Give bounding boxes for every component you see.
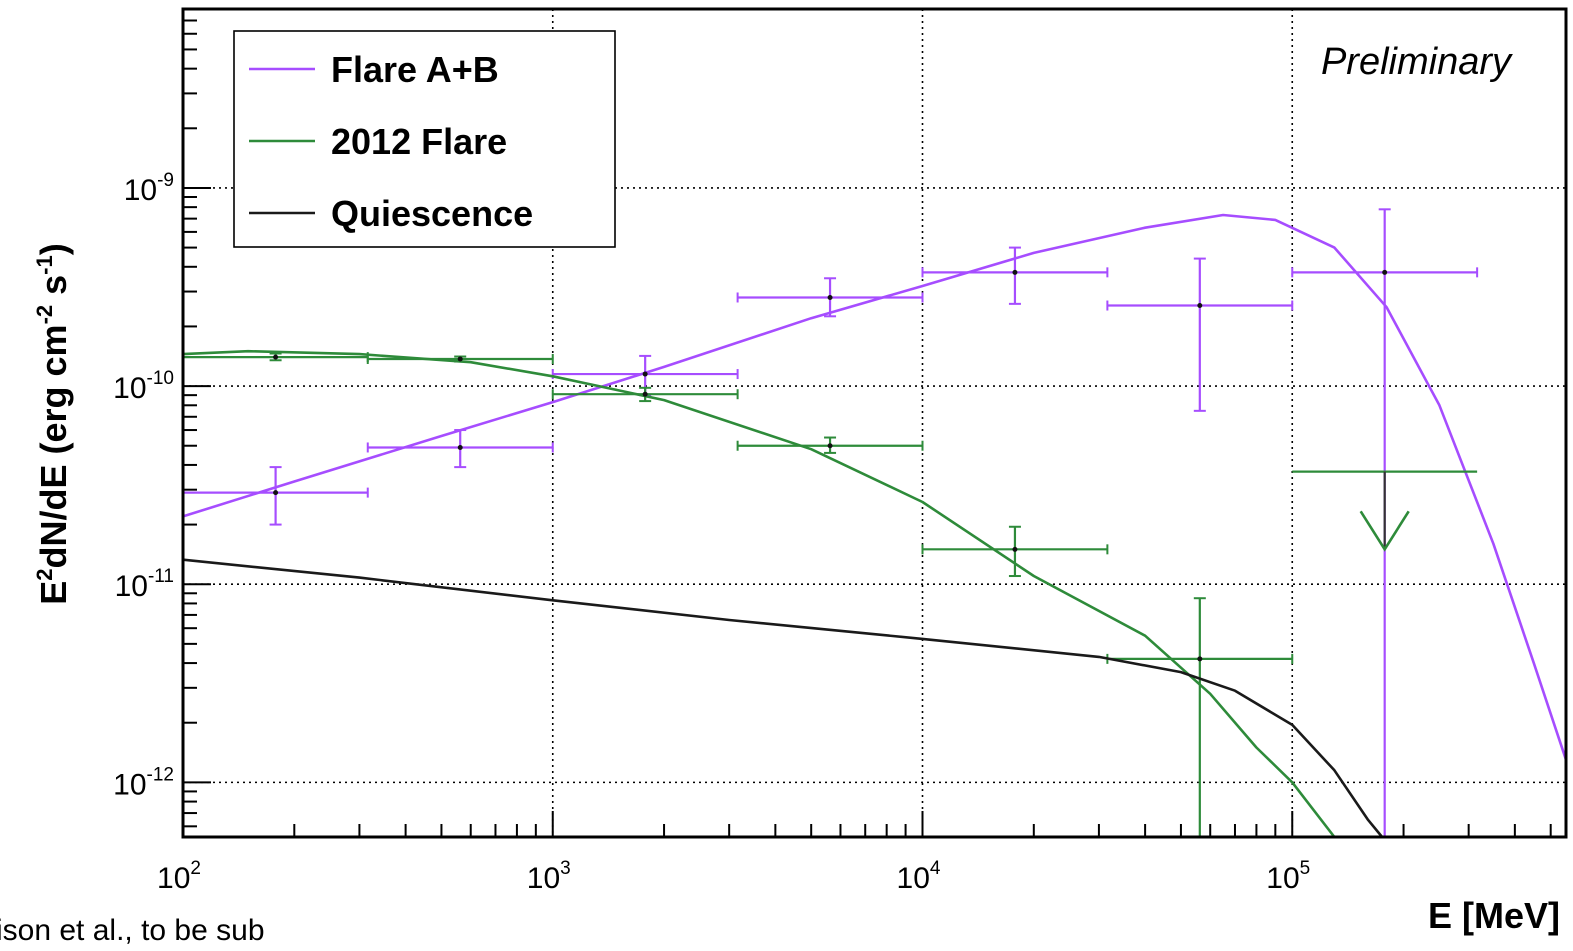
axis-ticks — [182, 8, 1552, 837]
footnote-text: ison et al., to be sub — [0, 914, 265, 947]
x-axis-title: E [MeV] — [1428, 895, 1560, 936]
x-tick-label: 103 — [527, 858, 571, 895]
model-curve — [183, 213, 1566, 761]
data-point — [273, 354, 279, 360]
x-tick-label: 104 — [897, 858, 941, 895]
legend-label: 2012 Flare — [331, 121, 507, 162]
tick-labels: 102 103 104 105 10-9 10-10 10-11 10-12 — [113, 170, 1310, 895]
data-point — [642, 371, 648, 377]
y-axis-title: E2dN/dE (erg cm-2 s-1) — [32, 243, 74, 604]
data-point — [827, 443, 833, 449]
data-point — [457, 444, 463, 450]
data-point — [642, 391, 648, 397]
x-tick-label: 105 — [1266, 858, 1310, 895]
data-point — [1012, 269, 1018, 275]
upper-limit-arrow — [1359, 510, 1410, 552]
x-tick-label: 102 — [157, 858, 201, 895]
data-point — [1197, 303, 1203, 309]
grid — [183, 9, 1566, 837]
y-tick-label: 10-11 — [115, 566, 174, 603]
y-tick-label: 10-9 — [124, 170, 174, 207]
data-point — [273, 490, 279, 496]
legend: Flare A+B 2012 Flare Quiescence — [233, 30, 616, 248]
series-layer — [183, 208, 1566, 837]
y-tick-label: 10-12 — [113, 764, 174, 801]
model-curve — [183, 349, 1336, 837]
legend-label: Quiescence — [331, 193, 533, 234]
legend-box — [233, 30, 616, 248]
preliminary-annotation: Preliminary — [1321, 41, 1513, 83]
series-2 — [183, 558, 1384, 837]
series-0 — [183, 208, 1566, 837]
data-point — [457, 356, 463, 362]
legend-label: Flare A+B — [331, 49, 499, 90]
data-point — [1197, 656, 1203, 662]
y-tick-label: 10-10 — [113, 368, 174, 405]
data-point — [1012, 546, 1018, 552]
model-curve — [183, 558, 1384, 837]
data-point — [827, 294, 833, 300]
plot-frame — [181, 7, 1568, 839]
series-1 — [183, 349, 1478, 837]
data-point — [1382, 269, 1388, 275]
